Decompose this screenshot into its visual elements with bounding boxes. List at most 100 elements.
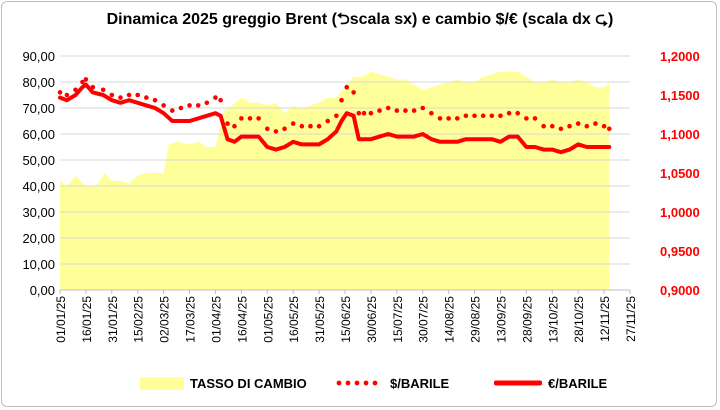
x-tick-label: 16/01/25 (80, 296, 94, 343)
x-tick-label: 01/04/25 (209, 296, 223, 343)
series-point-usd-barile (593, 121, 598, 126)
series-area-tasso-di-cambio (60, 71, 610, 290)
series-point-usd-barile (80, 79, 85, 85)
series-point-usd-barile (100, 87, 106, 93)
series-point-usd-barile (144, 95, 149, 100)
left-tick-label: 50,00 (22, 153, 55, 168)
right-tick-label: 1,1500 (660, 88, 700, 103)
x-tick-label: 01/01/25 (54, 296, 68, 343)
right-tick-label: 1,0000 (660, 205, 700, 220)
series-point-usd-barile (549, 123, 555, 129)
x-tick-label: 14/08/25 (443, 296, 457, 343)
x-tick-label: 30/07/25 (417, 296, 431, 343)
series-point-usd-barile (351, 90, 356, 95)
series-point-usd-barile (601, 123, 607, 129)
series-point-usd-barile (256, 116, 261, 121)
x-tick-label: 27/11/25 (624, 296, 638, 342)
legend-item-tasso: TASSO DI CAMBIO (140, 374, 307, 392)
series-point-usd-barile (411, 108, 417, 113)
series-point-usd-barile (403, 108, 408, 113)
series-point-usd-barile (489, 113, 495, 119)
series-point-usd-barile (57, 90, 63, 95)
series-point-usd-barile (420, 105, 426, 111)
legend-label-eur-barile: €/BARILE (548, 375, 608, 391)
series-point-usd-barile (64, 92, 70, 98)
chart-title: Dinamica 2025 greggio Brent (⮌scala sx) … (106, 11, 614, 28)
series-point-usd-barile (299, 123, 305, 129)
series-point-usd-barile (498, 113, 503, 119)
x-tick-label: 29/08/25 (469, 296, 483, 343)
series-point-usd-barile (368, 110, 374, 116)
legend-swatch-solid (494, 380, 542, 386)
series-point-usd-barile (83, 77, 89, 82)
right-tick-label: 1,0500 (660, 166, 700, 181)
right-tick-label: 1,1000 (660, 127, 700, 142)
series-point-usd-barile (135, 92, 141, 98)
series-point-usd-barile (394, 108, 400, 113)
x-tick-label: 15/02/25 (132, 296, 146, 343)
x-tick-label: 16/04/25 (235, 296, 249, 343)
series-point-usd-barile (187, 103, 192, 108)
x-tick-label: 28/09/25 (520, 296, 534, 343)
series-point-usd-barile (247, 116, 253, 121)
series-point-usd-barile (308, 123, 313, 129)
left-tick-label: 90,00 (22, 49, 55, 64)
series-point-usd-barile (606, 126, 612, 132)
series-point-usd-barile (506, 110, 512, 116)
x-tick-label: 02/03/25 (158, 296, 172, 343)
right-tick-label: 1,2000 (660, 49, 700, 64)
series-point-usd-barile (213, 95, 218, 100)
x-tick-label: 31/01/25 (106, 296, 120, 343)
series-point-usd-barile (356, 110, 362, 116)
left-tick-label: 60,00 (22, 127, 55, 142)
x-tick-label: 13/10/25 (546, 296, 560, 343)
series-point-usd-barile (575, 121, 581, 126)
series-point-usd-barile (584, 123, 590, 129)
series-point-usd-barile (334, 113, 339, 119)
series-point-usd-barile (446, 116, 451, 121)
series-point-usd-barile (377, 108, 382, 113)
left-tick-label: 0,00 (30, 283, 55, 298)
legend-swatch-area (140, 376, 184, 390)
series-point-usd-barile (454, 116, 460, 121)
series-point-usd-barile (273, 129, 279, 134)
legend-swatch-dotted (336, 380, 378, 386)
series-point-usd-barile (178, 105, 184, 111)
series-point-usd-barile (325, 118, 331, 124)
series-point-usd-barile (361, 110, 367, 116)
series-point-usd-barile (316, 123, 322, 129)
series-point-usd-barile (567, 123, 572, 129)
series-line-eur-barile (58, 82, 612, 155)
series-point-usd-barile (90, 84, 96, 90)
series-point-usd-barile (344, 84, 350, 90)
series-point-usd-barile (232, 123, 237, 129)
left-tick-label: 40,00 (22, 179, 55, 194)
series-point-usd-barile (290, 121, 296, 126)
x-tick-label: 17/03/25 (184, 296, 198, 343)
x-tick-label: 15/06/25 (339, 296, 353, 343)
x-tick-label: 30/06/25 (365, 296, 379, 343)
series-point-usd-barile (437, 116, 443, 121)
x-tick-label: 01/05/25 (261, 296, 275, 343)
series-point-usd-barile (532, 116, 538, 121)
x-tick-label: 31/05/25 (313, 296, 327, 343)
series-point-usd-barile (118, 95, 123, 100)
legend-label-usd-barile: $/BARILE (390, 375, 450, 391)
right-tick-label: 0,9500 (660, 244, 700, 259)
series-point-usd-barile (472, 113, 477, 119)
series-point-usd-barile (218, 97, 223, 103)
series-point-usd-barile (204, 100, 210, 106)
series-point-usd-barile (541, 123, 546, 129)
x-tick-label: 16/05/25 (287, 296, 301, 343)
series-point-usd-barile (109, 92, 115, 98)
legend-item-eur-barile: €/BARILE (494, 374, 607, 392)
x-tick-label: 28/10/25 (572, 296, 586, 343)
series-point-usd-barile (161, 103, 166, 108)
left-tick-label: 30,00 (22, 205, 55, 220)
left-tick-label: 20,00 (22, 231, 55, 246)
legend-item-usd-barile: $/BARILE (336, 374, 449, 392)
series-point-usd-barile (515, 110, 521, 116)
series-point-usd-barile (152, 97, 158, 103)
left-tick-label: 70,00 (22, 101, 55, 116)
